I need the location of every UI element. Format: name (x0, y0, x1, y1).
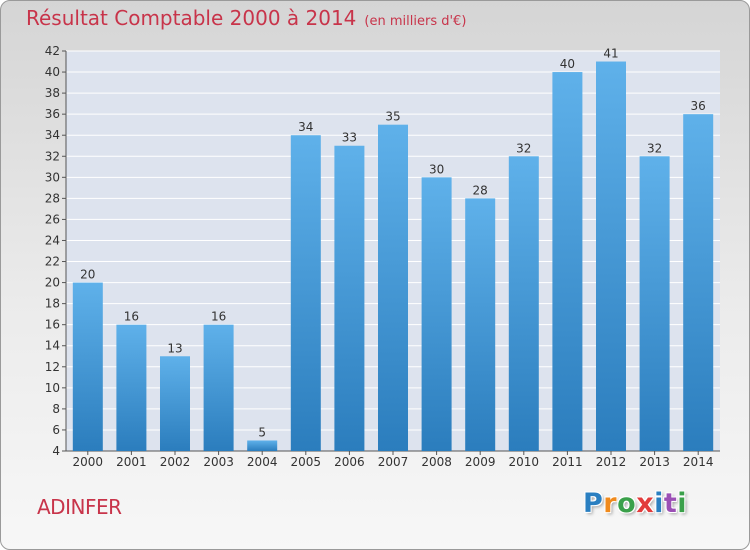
y-tick-label: 28 (45, 191, 60, 205)
x-tick-label: 2002 (160, 455, 191, 469)
bar-value-label: 16 (211, 310, 226, 324)
bar-value-label: 16 (124, 310, 139, 324)
bar-2012[interactable] (596, 61, 626, 452)
y-tick-label: 24 (45, 233, 60, 247)
bar-chart: 4 6 8 10 12 14 16 18 20 22 24 26 28 30 32 34 36 38 40 42 200… (45, 44, 720, 469)
logo-letter: i (654, 488, 664, 519)
bar-value-label: 13 (167, 341, 182, 355)
bar-2001[interactable] (116, 324, 147, 451)
bar-2007[interactable] (378, 124, 408, 452)
x-tick-label: 2012 (596, 455, 627, 469)
bar-value-label: 5 (258, 425, 266, 439)
y-tick-label: 12 (45, 360, 60, 374)
y-tick-label: 40 (45, 65, 60, 79)
y-tick-label: 16 (45, 318, 60, 332)
bar-2004[interactable] (247, 440, 278, 451)
y-tick-label: 4 (52, 444, 60, 458)
bar-value-label: 41 (603, 47, 618, 61)
bar-2014[interactable] (683, 114, 714, 451)
logo-letter: P (583, 488, 604, 519)
x-tick-label: 2003 (203, 455, 234, 469)
y-tick-label: 10 (45, 381, 60, 395)
y-tick-label: 36 (45, 107, 60, 121)
x-tick-label: 2006 (334, 455, 365, 469)
bar-value-label: 30 (429, 162, 444, 176)
bar-value-label: 32 (516, 141, 531, 155)
bar-2008[interactable] (421, 177, 452, 451)
bar-value-label: 20 (80, 268, 95, 282)
x-tick-label: 2010 (509, 455, 540, 469)
bar-2006[interactable] (334, 145, 365, 451)
bar-value-label: 28 (473, 183, 488, 197)
chart-title: Résultat Comptable 2000 à 2014 (en millie… (26, 6, 466, 30)
y-tick-label: 20 (45, 276, 60, 290)
bar-2005[interactable] (290, 135, 321, 452)
bar-value-label: 33 (342, 131, 357, 145)
x-tick-label: 2004 (247, 455, 278, 469)
chart-unit: (en milliers d'€) (364, 14, 467, 29)
y-tick-label: 14 (45, 339, 60, 353)
axes: 4 6 8 10 12 14 16 18 20 22 24 26 28 30 32 34 36 38 40 42 200… (45, 44, 720, 469)
x-tick-label: 2013 (639, 455, 670, 469)
y-tick-label: 30 (45, 170, 60, 184)
y-tick-label: 18 (45, 297, 60, 311)
y-tick-label: 26 (45, 212, 60, 226)
bar-2009[interactable] (465, 198, 496, 451)
logo-letter: i (677, 488, 688, 519)
x-tick-label: 2005 (291, 455, 322, 469)
logo-letter: o (617, 488, 637, 519)
x-tick-label: 2008 (421, 455, 452, 469)
y-tick-label: 32 (45, 149, 60, 163)
x-tick-label: 2000 (73, 455, 104, 469)
x-tick-label: 2014 (683, 455, 714, 469)
bar-2010[interactable] (508, 156, 539, 451)
y-tick-label: 22 (45, 255, 60, 269)
bar-2013[interactable] (639, 156, 670, 451)
bar-2002[interactable] (160, 356, 190, 451)
x-tick-label: 2001 (116, 455, 147, 469)
bar-value-label: 35 (385, 110, 400, 124)
x-tick-label: 2007 (378, 455, 409, 469)
bar-2003[interactable] (203, 324, 234, 451)
y-tick-label: 6 (52, 423, 60, 437)
proxiti-logo[interactable]: Proxiti (583, 488, 687, 519)
y-tick-label: 8 (52, 402, 60, 416)
logo-letter: r (603, 488, 618, 519)
logo-letter: t (663, 488, 678, 519)
commune-name: ADINFER (37, 495, 122, 519)
logo-letter: x (636, 488, 655, 519)
y-tick-label: 38 (45, 86, 60, 100)
bar-value-label: 32 (647, 141, 662, 155)
y-tick-label: 34 (45, 128, 60, 142)
bar-value-label: 36 (691, 99, 706, 113)
chart-title-text: Résultat Comptable 2000 à 2014 (26, 6, 357, 30)
x-tick-label: 2009 (465, 455, 496, 469)
y-tick-label: 42 (45, 44, 60, 58)
bar-value-label: 40 (560, 57, 575, 71)
bars: 20 16 13 16 5 34 33 35 30 28 32 40 41 32 36 (72, 47, 714, 452)
bar-2011[interactable] (552, 72, 583, 451)
bar-value-label: 34 (298, 120, 313, 134)
x-tick-label: 2011 (552, 455, 583, 469)
bar-2000[interactable] (72, 282, 103, 451)
